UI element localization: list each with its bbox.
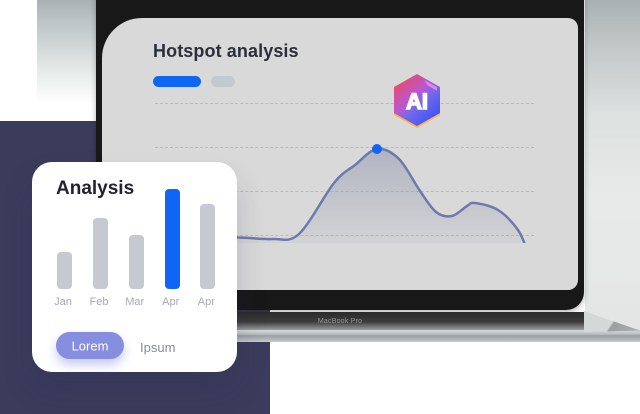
svg-text:AI: AI <box>406 89 428 114</box>
